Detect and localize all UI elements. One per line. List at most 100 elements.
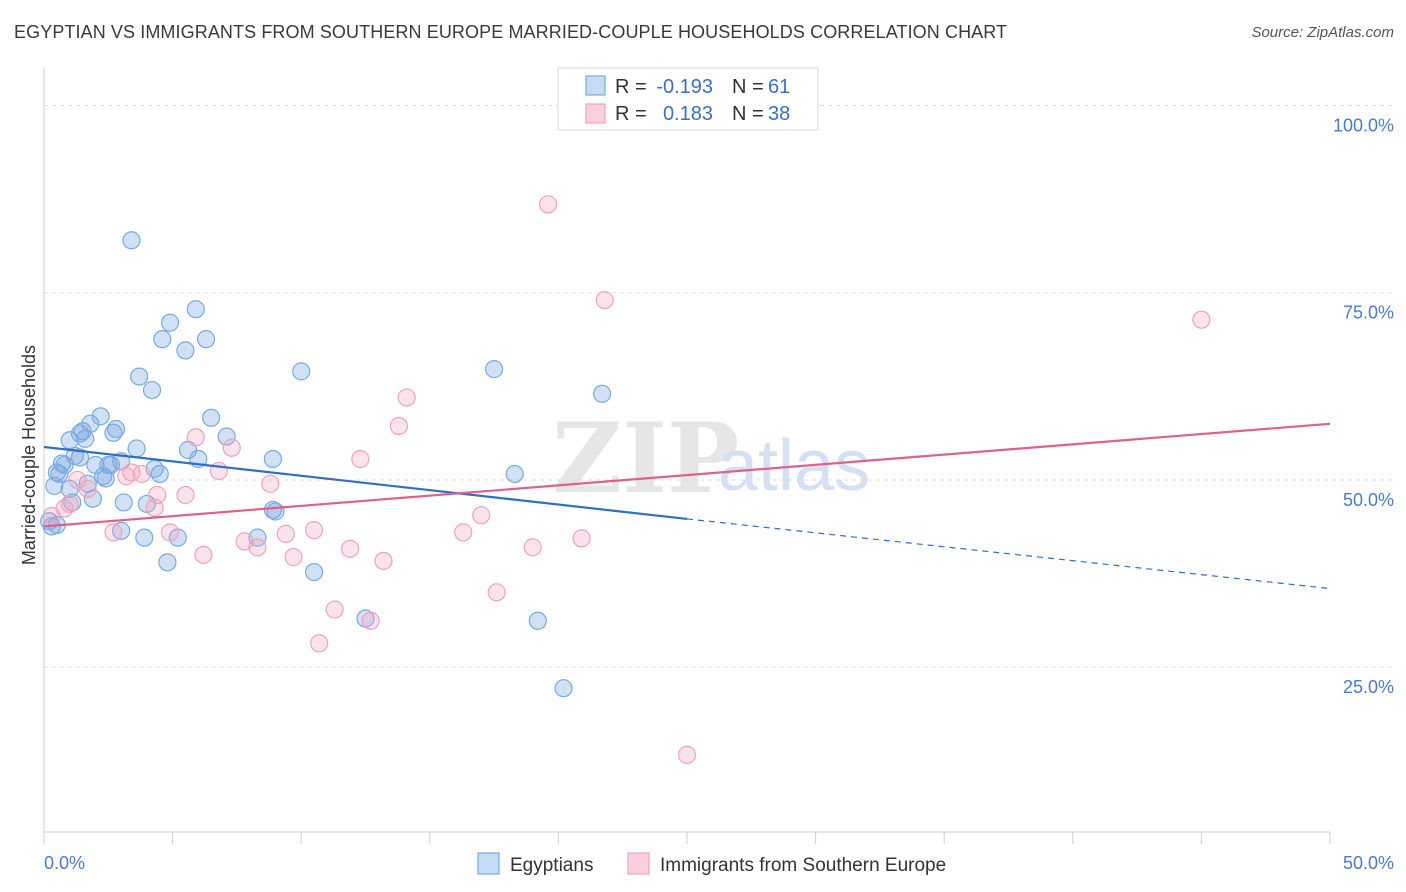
series-legend: Egyptians Immigrants from Southern Europ… — [477, 852, 946, 876]
egyptians-point-23 — [101, 455, 120, 475]
egyptians-point-38 — [158, 553, 177, 572]
egyptians-point-58 — [554, 679, 573, 698]
x-axis-ticks — [43, 832, 1331, 844]
immigrants-point-26 — [351, 449, 370, 469]
egyptians-point-39 — [160, 313, 180, 332]
trend-lines — [43, 422, 1331, 590]
immigrants-point-19 — [261, 474, 280, 493]
egyptians-trend-extension — [686, 518, 1331, 590]
egyptians-point-6 — [55, 455, 74, 475]
bottom-legend-swatch-egyptians — [477, 852, 500, 875]
immigrants-point-24 — [325, 600, 344, 619]
egyptians-point-53 — [304, 562, 324, 582]
immigrants-point-8 — [132, 464, 151, 484]
egyptians-point-16 — [81, 414, 100, 433]
immigrants-point-27 — [361, 611, 380, 630]
immigrants-point-11 — [160, 523, 180, 542]
immigrants-point-34 — [523, 538, 542, 557]
immigrants-point-3 — [68, 470, 87, 490]
legend-r-value-2: 0.183 — [663, 103, 713, 125]
egyptians-point-19 — [91, 407, 110, 426]
egyptians-point-31 — [130, 367, 149, 386]
egyptians-point-45 — [196, 330, 216, 349]
immigrants-point-21 — [284, 548, 303, 567]
series-immigrants-points — [42, 195, 1211, 764]
legend-r-label-1: R = — [615, 76, 647, 98]
y-axis-tick-labels: 25.0% 50.0% 75.0% 100.0% — [1333, 115, 1394, 697]
immigrants-point-31 — [454, 523, 473, 542]
y-tick-label-25: 25.0% — [1343, 677, 1394, 697]
legend-n-value-1: 61 — [768, 76, 790, 98]
watermark-zip: ZIP — [552, 402, 739, 515]
series-egyptians-points — [40, 231, 612, 698]
immigrants-point-18 — [248, 538, 267, 557]
legend-n-label-1: N = — [732, 76, 764, 98]
egyptians-point-13 — [73, 422, 92, 441]
immigrants-point-28 — [374, 551, 393, 570]
gridlines — [44, 104, 1392, 668]
y-tick-label-50: 50.0% — [1343, 490, 1394, 510]
chart-title: EGYPTIAN VS IMMIGRANTS FROM SOUTHERN EUR… — [14, 22, 1008, 42]
egyptians-point-30 — [127, 439, 146, 458]
immigrants-point-14 — [194, 545, 213, 564]
correlation-legend: R = -0.193 N = 61 R = 0.183 N = 38 — [557, 67, 819, 131]
immigrants-point-25 — [340, 539, 360, 558]
immigrants-point-22 — [304, 521, 324, 540]
egyptians-point-59 — [593, 384, 612, 403]
egyptians-point-17 — [83, 489, 102, 508]
y-tick-label-75: 75.0% — [1343, 303, 1394, 323]
immigrants-point-2 — [60, 494, 79, 514]
immigrants-point-12 — [176, 485, 195, 505]
immigrants-point-39 — [1192, 310, 1211, 329]
egyptians-point-21 — [96, 469, 115, 488]
immigrants-point-35 — [539, 195, 558, 214]
egyptians-point-41 — [176, 341, 195, 360]
immigrants-point-30 — [397, 388, 416, 407]
egyptians-point-49 — [263, 449, 283, 469]
immigrants-point-38 — [677, 745, 697, 764]
immigrants-point-16 — [222, 438, 241, 457]
egyptians-point-25 — [106, 419, 126, 439]
egyptians-point-52 — [292, 362, 311, 381]
bottom-legend-swatch-immigrants — [627, 852, 650, 875]
immigrants-point-4 — [78, 479, 97, 499]
immigrants-point-29 — [389, 416, 409, 436]
immigrants-point-23 — [310, 634, 329, 653]
bottom-legend-egyptians: Egyptians — [510, 855, 593, 876]
legend-r-value-1: -0.193 — [656, 76, 713, 98]
legend-swatch-pink — [585, 103, 606, 124]
egyptians-point-37 — [153, 330, 172, 349]
source-label: Source: ZipAtlas.com — [1251, 24, 1394, 41]
egyptians-point-43 — [186, 300, 205, 319]
egyptians-point-56 — [505, 464, 524, 484]
immigrants-point-33 — [487, 583, 506, 602]
legend-swatch-blue — [585, 75, 606, 96]
y-tick-label-100: 100.0% — [1333, 115, 1394, 135]
immigrants-point-10 — [148, 485, 167, 505]
immigrants-trend-line — [43, 422, 1331, 528]
immigrants-point-32 — [472, 506, 491, 525]
egyptians-point-32 — [135, 528, 154, 547]
egyptians-point-47 — [217, 427, 236, 446]
egyptians-point-29 — [122, 231, 141, 250]
egyptians-point-27 — [114, 493, 133, 512]
immigrants-point-13 — [186, 428, 205, 447]
bottom-legend-immigrants: Immigrants from Southern Europe — [660, 855, 946, 876]
egyptians-point-51 — [266, 502, 285, 521]
egyptians-trend-line — [43, 445, 688, 521]
y-axis-label: Married-couple Households — [19, 345, 39, 565]
egyptians-point-34 — [142, 380, 162, 400]
egyptians-point-57 — [528, 611, 547, 630]
x-tick-label-0: 0.0% — [44, 853, 85, 873]
egyptians-point-55 — [485, 360, 504, 379]
egyptians-point-46 — [202, 408, 221, 427]
legend-n-label-2: N = — [732, 103, 764, 125]
egyptians-point-60 — [47, 463, 66, 482]
egyptians-point-11 — [70, 448, 90, 467]
legend-r-label-2: R = — [615, 103, 647, 125]
immigrants-point-36 — [572, 529, 591, 548]
immigrants-point-37 — [595, 291, 614, 310]
immigrants-point-5 — [104, 523, 123, 542]
x-tick-label-50: 50.0% — [1343, 853, 1394, 873]
